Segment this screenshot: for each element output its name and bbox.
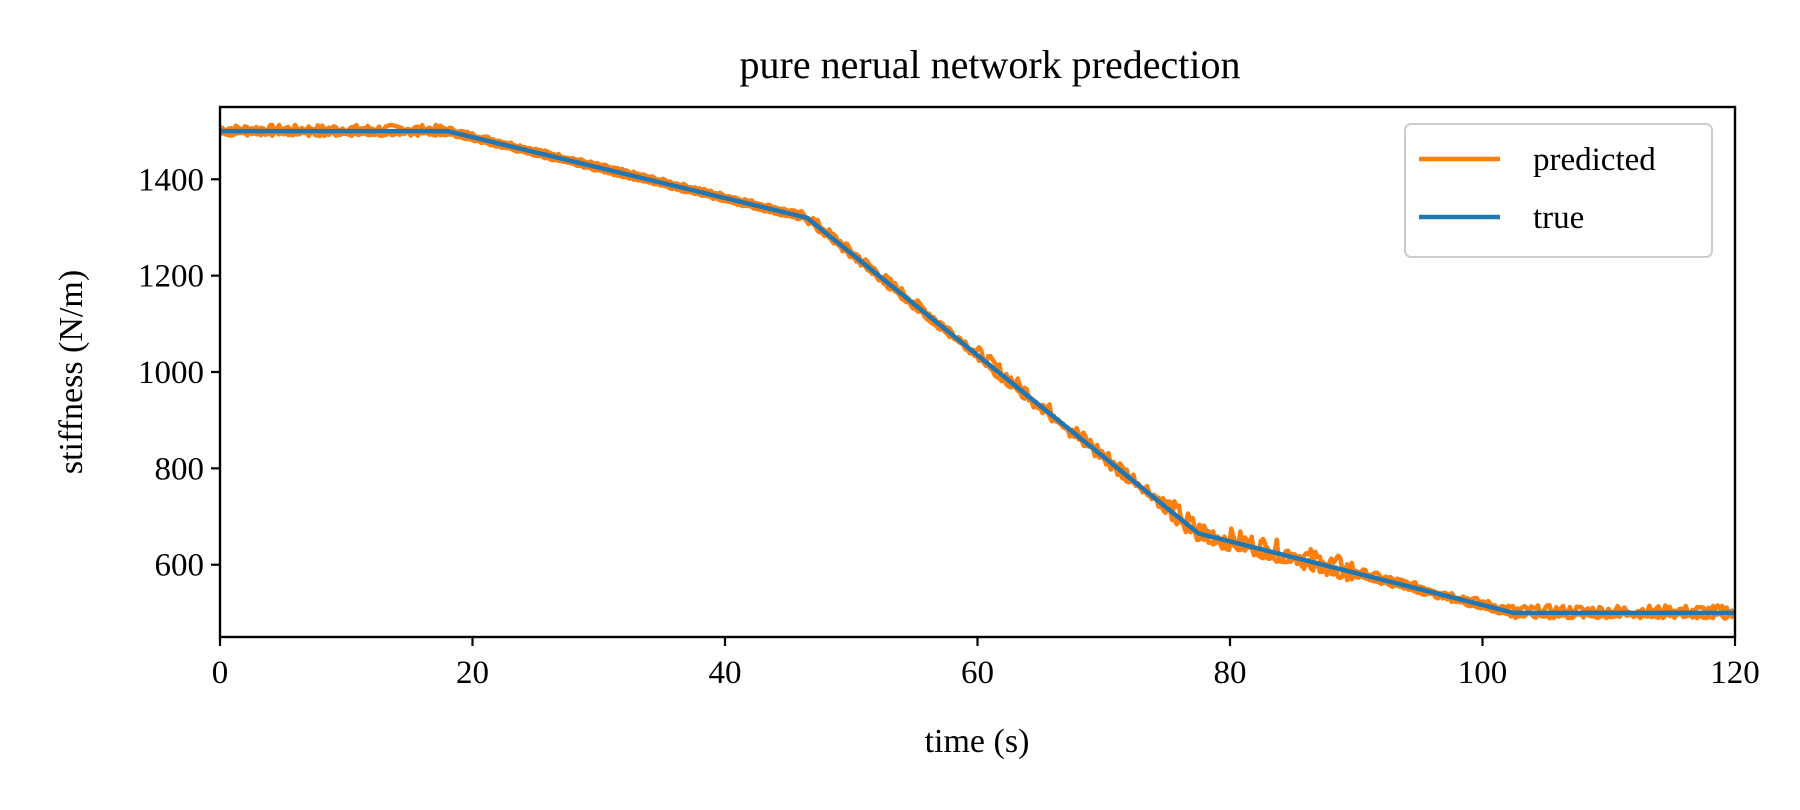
x-tick-label: 60 (961, 655, 994, 691)
legend: predicted true (1404, 123, 1713, 258)
x-tick-label: 0 (212, 655, 229, 691)
legend-label-predicted: predicted (1533, 142, 1656, 178)
x-tick-label: 20 (456, 655, 489, 691)
y-tick-label: 1400 (138, 162, 204, 198)
legend-label-true: true (1533, 200, 1584, 236)
series-line-true (220, 128, 1735, 616)
x-tick-label: 80 (1214, 655, 1247, 691)
y-tick-label: 1200 (138, 259, 204, 295)
chart-title: pure nerual network predection (740, 42, 1241, 87)
x-tick-label: 120 (1710, 655, 1760, 691)
y-axis-label: stiffness (N/m) (53, 270, 90, 474)
x-axis: 0 20 40 60 80 100 120 (212, 637, 1760, 691)
x-tick-label: 100 (1458, 655, 1508, 691)
x-tick-label: 40 (709, 655, 742, 691)
plot-lines (220, 122, 1735, 621)
y-tick-label: 1000 (138, 355, 204, 391)
y-tick-label: 600 (155, 548, 205, 584)
y-tick-label: 800 (155, 451, 205, 487)
x-axis-label: time (s) (925, 723, 1030, 760)
series-line-predicted (220, 122, 1735, 618)
y-axis: 600 800 1000 1200 1400 (138, 162, 220, 584)
